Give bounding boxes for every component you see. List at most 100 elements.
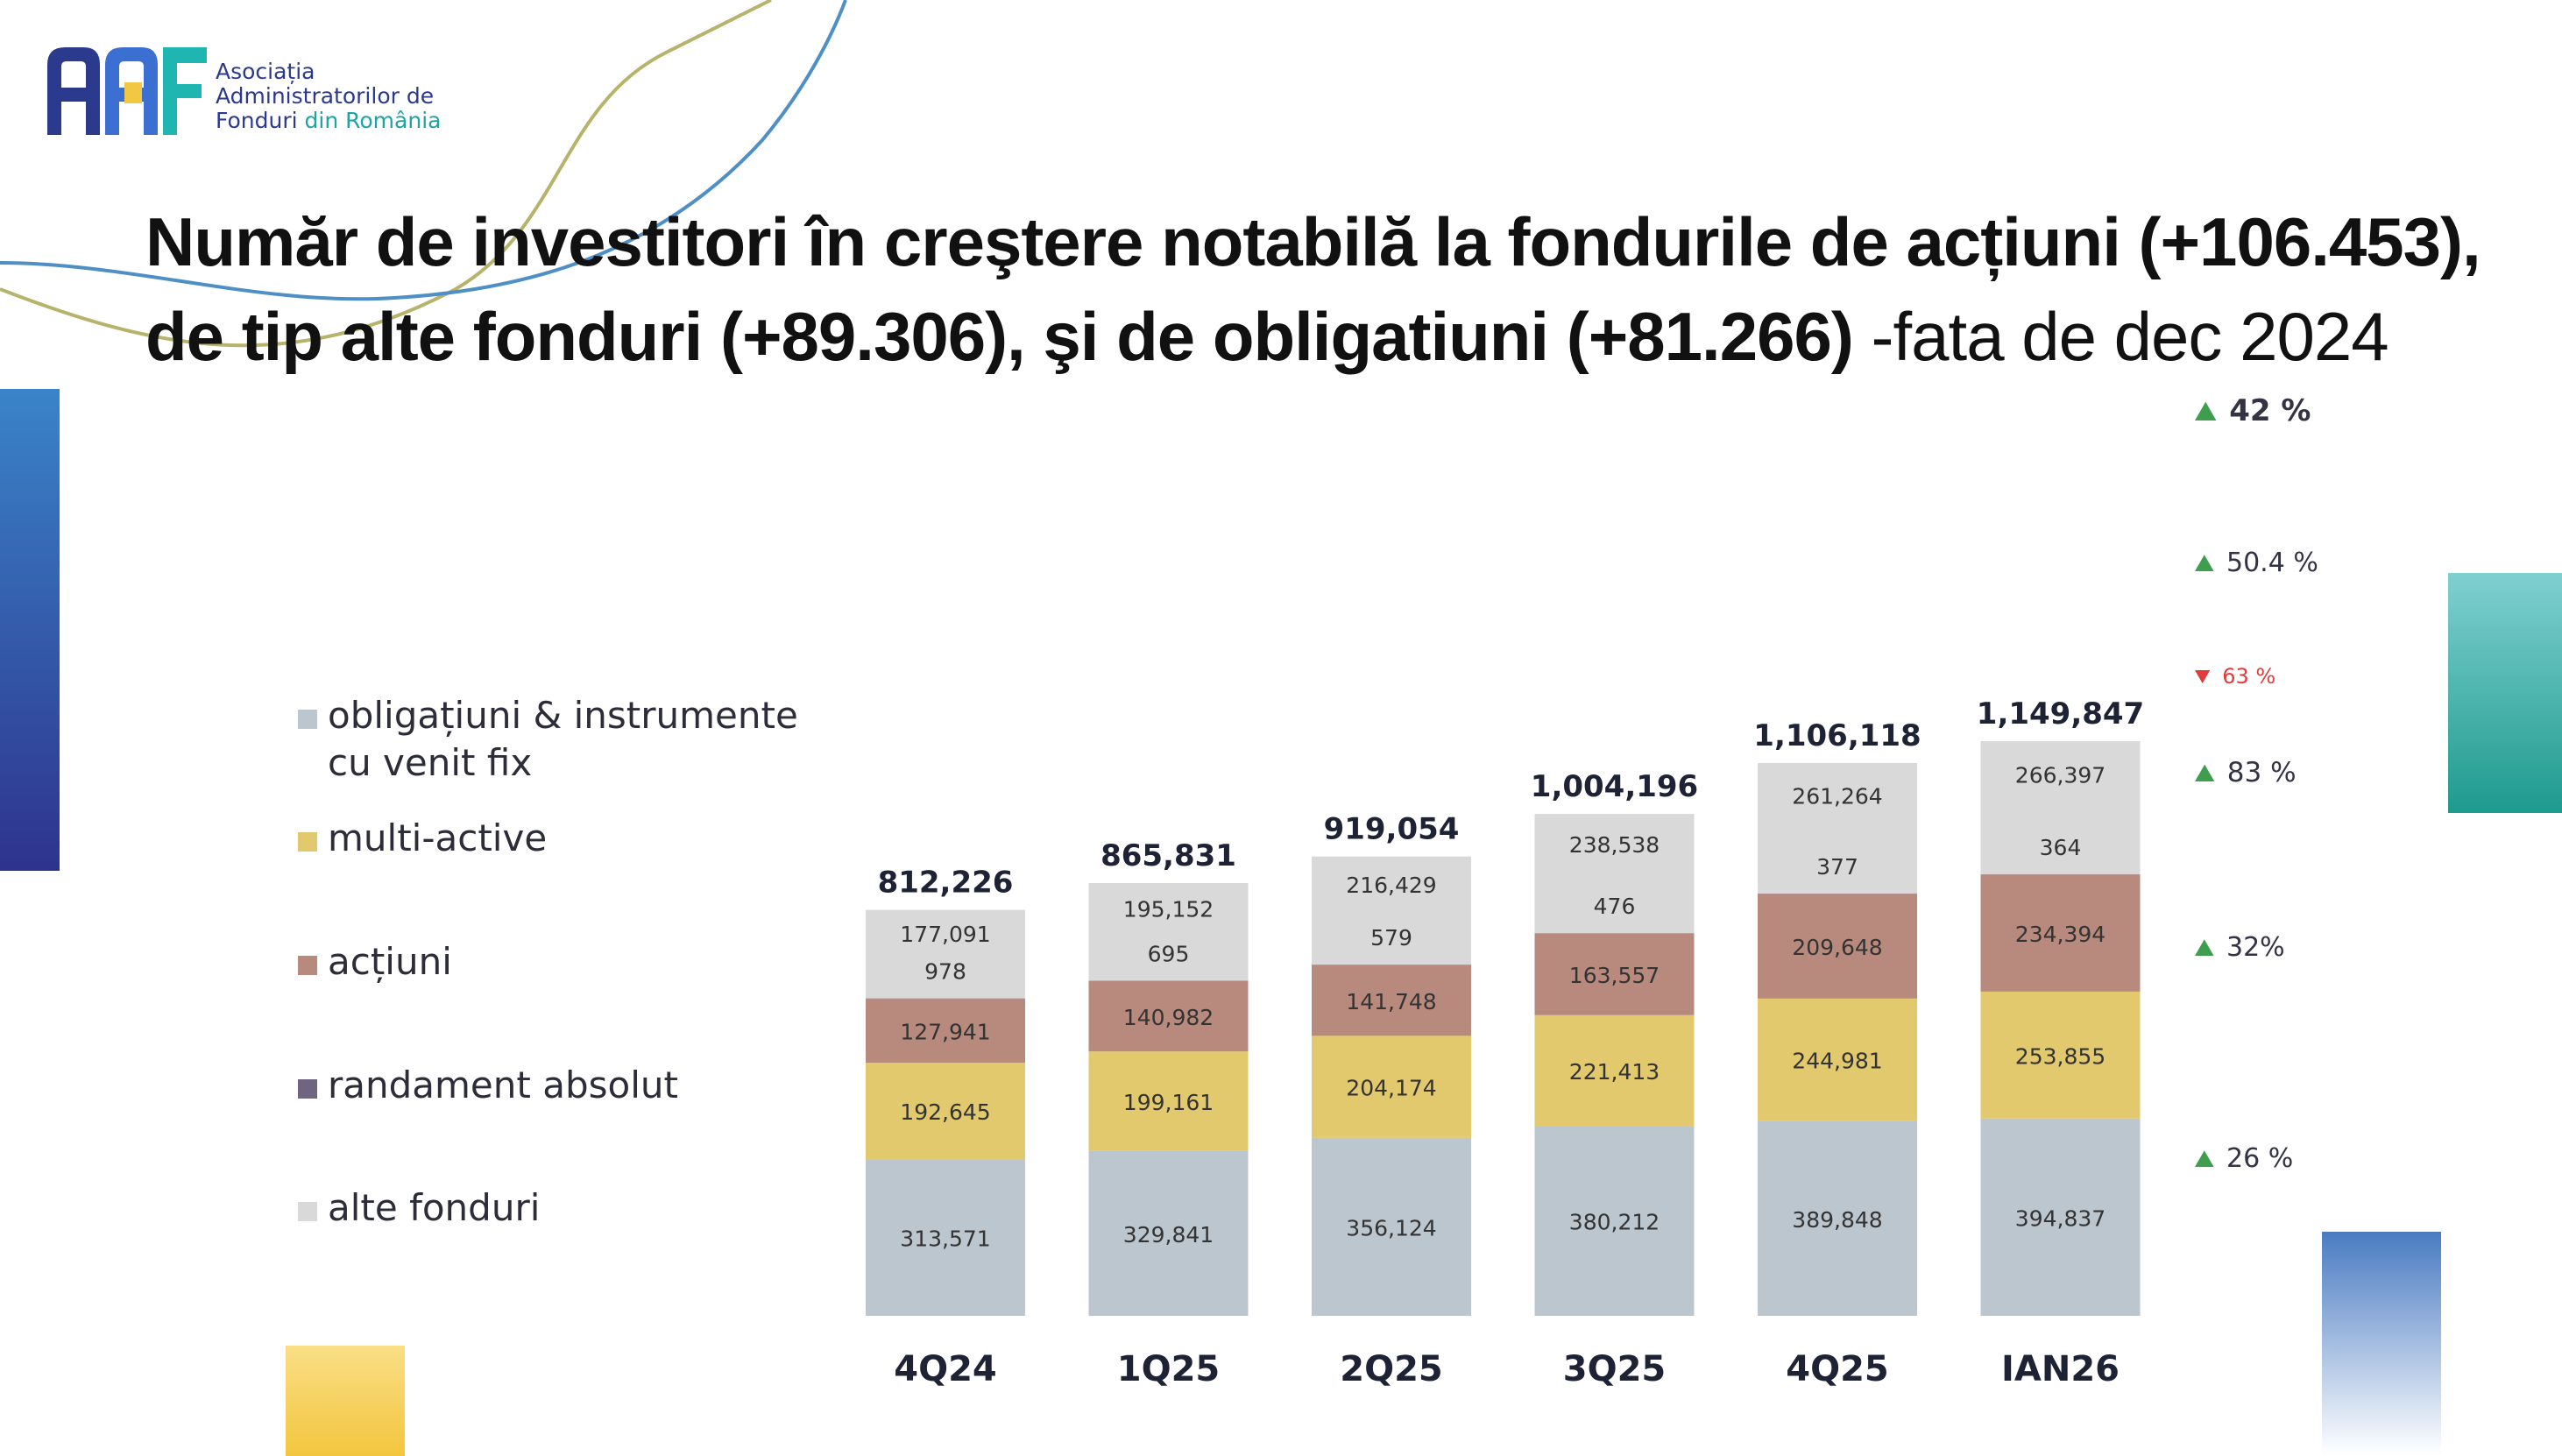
triangle-up-icon — [2195, 401, 2217, 421]
change-percent-label: 26 % — [2226, 1143, 2293, 1174]
bar-segment-1q25-4 — [1088, 883, 1249, 981]
legend-label: randament absolut — [328, 1064, 678, 1106]
bar-value-label: 177,091 — [900, 922, 990, 947]
bar-value-label: 192,645 — [900, 1099, 990, 1125]
triangle-up-icon — [2195, 939, 2214, 956]
x-tick-label: 2Q25 — [1340, 1349, 1443, 1389]
logo-text: Asociația Administratorilor de Fonduri d… — [216, 60, 441, 133]
bar-value-label: 579 — [1370, 925, 1412, 951]
bar-segment-3q25-1 — [1534, 1014, 1695, 1127]
bar-value-label: 313,571 — [900, 1226, 990, 1252]
bar-total-label: 812,226 — [878, 866, 1014, 901]
bar-value-label: 380,212 — [1569, 1210, 1660, 1235]
bar-total-label: 1,004,196 — [1531, 769, 1698, 804]
bar-segment-ian26-2 — [1980, 874, 2141, 992]
bar-value-label: 978 — [924, 959, 966, 985]
bar-segment-4q25-1 — [1758, 998, 1917, 1121]
bar-value-label: 377 — [1816, 854, 1858, 880]
bar-segment-2q25-1 — [1312, 1035, 1471, 1138]
title-line2-normal: -fata de dec 2024 — [1852, 298, 2389, 375]
bar-segment-4q24-1 — [866, 1063, 1025, 1160]
bar-segment-4q25-2 — [1758, 894, 1917, 999]
bar-value-label: 389,848 — [1792, 1207, 1882, 1233]
legend-label: obligațiuni & instrumente cu venit fix — [328, 694, 798, 784]
aaf-logo — [47, 47, 207, 135]
bar-value-label: 356,124 — [1346, 1215, 1436, 1240]
bar-segment-1q25-1 — [1088, 1051, 1249, 1151]
bar-value-label: 209,648 — [1792, 935, 1882, 960]
legend-label: multi-active — [328, 816, 548, 859]
bar-segment-4q24-0 — [866, 1159, 1025, 1316]
bar-segment-1q25-0 — [1088, 1150, 1249, 1316]
bar-value-label: 127,941 — [900, 1020, 990, 1045]
bar-segment-4q24-3 — [866, 998, 1025, 1000]
title-line1: Număr de investitori în creştere notabil… — [145, 203, 2481, 280]
bar-segment-3q25-0 — [1534, 1126, 1695, 1316]
bar-segment-3q25-4 — [1534, 814, 1695, 934]
bar-value-label: 204,174 — [1346, 1076, 1436, 1101]
bar-value-label: 140,982 — [1123, 1005, 1214, 1030]
change-percent-label: 63 % — [2222, 664, 2275, 689]
legend-swatch — [298, 1079, 317, 1099]
bar-value-label: 234,394 — [2015, 922, 2106, 947]
triangle-down-icon — [2195, 670, 2211, 683]
bar-total-label: 865,831 — [1101, 838, 1236, 873]
bar-segment-4q24-4 — [866, 909, 1025, 999]
legend-swatch — [298, 710, 317, 729]
change-percent-label: 83 % — [2227, 757, 2297, 788]
logo-text-line1: Asociația — [216, 59, 315, 84]
logo-text-line3b: din România — [304, 108, 442, 133]
bar-segment-2q25-0 — [1312, 1137, 1471, 1316]
bar-total-label: 1,106,118 — [1753, 718, 1921, 753]
bar-value-label: 244,981 — [1792, 1049, 1882, 1074]
decorative-curve-blue — [0, 0, 847, 301]
decorative-curve-olive — [0, 0, 772, 348]
bar-total-label: 1,149,847 — [1977, 696, 2144, 732]
decorative-bar-left — [0, 389, 60, 871]
bar-value-label: 195,152 — [1123, 897, 1214, 922]
bar-segment-4q24-2 — [866, 999, 1025, 1064]
bar-value-label: 253,855 — [2015, 1043, 2106, 1069]
bar-segment-4q25-0 — [1758, 1120, 1917, 1316]
bar-value-label: 476 — [1594, 894, 1636, 919]
legend-swatch — [298, 1202, 317, 1221]
decorative-bar-yellow — [286, 1346, 405, 1456]
bar-value-label: 141,748 — [1346, 989, 1436, 1014]
bar-value-label: 364 — [2040, 835, 2082, 860]
bar-value-label: 238,538 — [1569, 832, 1660, 858]
logo-text-line3: Fonduri din România — [216, 109, 441, 133]
title-line2: de tip alte fonduri (+89.306), şi de obl… — [145, 289, 2511, 384]
triangle-up-icon — [2195, 764, 2215, 781]
x-tick-label: 4Q25 — [1786, 1349, 1889, 1389]
bar-value-label: 221,413 — [1569, 1059, 1660, 1085]
legend-swatch — [298, 956, 317, 975]
bar-value-label: 163,557 — [1569, 963, 1660, 988]
change-percent-label: 32% — [2226, 932, 2285, 963]
decorative-bar-right-teal — [2448, 573, 2562, 813]
bar-segment-ian26-4 — [1980, 741, 2141, 874]
change-percent-label: 50.4 % — [2226, 548, 2318, 578]
bar-value-label: 695 — [1148, 941, 1190, 966]
logo-text-line3a: Fonduri — [216, 108, 298, 133]
bar-segment-4q25-4 — [1758, 762, 1917, 894]
x-tick-label: 3Q25 — [1563, 1349, 1667, 1389]
bar-segment-2q25-2 — [1312, 965, 1471, 1036]
bar-segment-1q25-2 — [1088, 980, 1249, 1052]
bar-value-label: 394,837 — [2015, 1205, 2106, 1231]
bar-value-label: 216,429 — [1346, 873, 1436, 898]
bar-value-label: 329,841 — [1123, 1222, 1214, 1247]
legend-swatch — [298, 832, 317, 852]
legend-label: alte fonduri — [328, 1186, 541, 1229]
bar-value-label: 199,161 — [1123, 1090, 1214, 1115]
decorative-bar-blue-fade — [2322, 1232, 2441, 1456]
triangle-up-icon — [2195, 555, 2214, 571]
bar-total-label: 919,054 — [1324, 812, 1460, 847]
bar-segment-2q25-4 — [1312, 856, 1471, 965]
legend-label: acțiuni — [328, 940, 452, 983]
x-tick-label: 4Q24 — [894, 1349, 997, 1389]
bar-segment-ian26-1 — [1980, 991, 2141, 1119]
x-tick-label: IAN26 — [2001, 1349, 2120, 1389]
change-percent-label: 42 % — [2229, 393, 2311, 428]
